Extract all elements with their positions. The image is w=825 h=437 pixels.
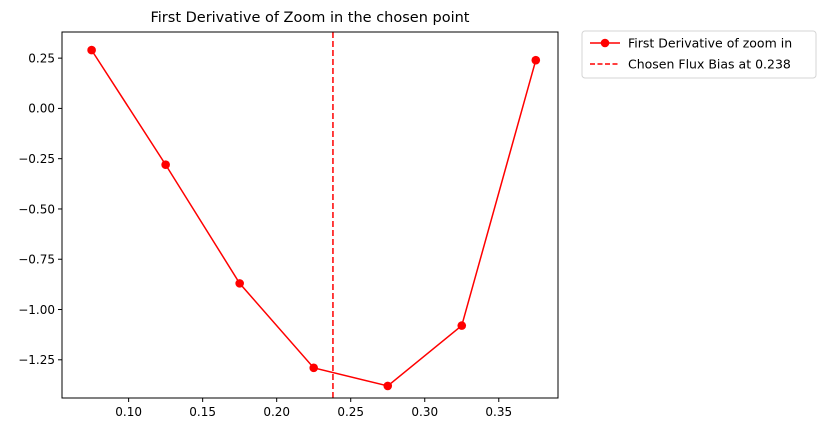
y-tick-label: −0.50	[18, 202, 55, 216]
data-point	[383, 381, 393, 391]
y-tick-label: −0.75	[18, 253, 55, 267]
y-tick-label: −1.25	[18, 353, 55, 367]
y-tick-label: −0.25	[18, 152, 55, 166]
legend-box	[581, 30, 817, 79]
series-line	[90, 49, 537, 387]
legend-vline-label: Chosen Flux Bias at 0.238	[628, 57, 791, 72]
y-tick-label: 0.25	[28, 51, 55, 65]
y-axis-ticks: 0.25 0.00 −0.25 −0.50 −0.75 −1.00 −1.25	[18, 51, 62, 367]
x-axis-ticks: 0.10 0.15 0.20 0.25 0.30 0.35	[115, 398, 512, 419]
plot-frame	[61, 31, 559, 399]
legend: First Derivative of zoom in Chosen Flux …	[581, 30, 817, 79]
x-tick-label: 0.25	[337, 405, 364, 419]
chart-title: First Derivative of Zoom in the chosen p…	[150, 10, 469, 26]
data-point	[457, 321, 467, 330]
legend-series-marker	[600, 38, 610, 48]
data-point	[87, 45, 96, 55]
x-tick-label: 0.20	[263, 405, 290, 419]
x-tick-label: 0.15	[189, 405, 216, 419]
data-point	[235, 279, 244, 288]
y-tick-label: −1.00	[18, 303, 55, 317]
data-point	[531, 55, 541, 65]
x-tick-label: 0.10	[115, 405, 142, 419]
data-point	[309, 363, 319, 373]
legend-series-label: First Derivative of zoom in	[628, 36, 792, 51]
y-tick-label: 0.00	[28, 102, 55, 116]
data-point	[161, 160, 170, 170]
x-tick-label: 0.30	[411, 405, 438, 419]
x-tick-label: 0.35	[485, 405, 512, 419]
